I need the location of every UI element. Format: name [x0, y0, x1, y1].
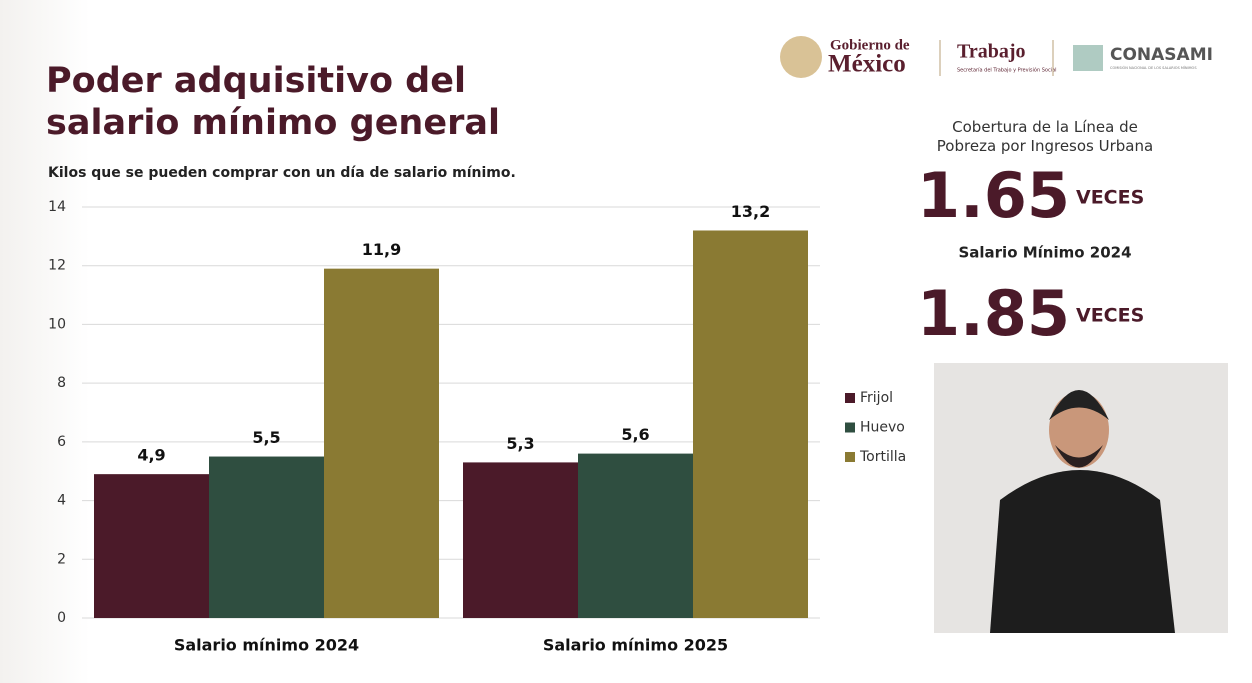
- value-label: 5,6: [621, 425, 649, 444]
- panel-heading-box: Cobertura de la Línea de Pobreza por Ing…: [936, 118, 1154, 155]
- legend-swatch: [845, 422, 855, 433]
- legend-label: Tortilla: [859, 449, 906, 465]
- y-tick-label: 6: [57, 434, 66, 450]
- logo-sub: Secretaría del Trabajo y Previsión Socia…: [957, 67, 1057, 74]
- chart-subtitle: Kilos que se pueden comprar con un día d…: [48, 165, 516, 181]
- bar: [209, 456, 324, 618]
- logo-text: Gobierno de: [830, 37, 910, 53]
- value-label: 4,9: [137, 446, 165, 465]
- person: [1055, 445, 1103, 468]
- panel-heading: Cobertura de la Línea de Pobreza por Ing…: [936, 118, 1154, 155]
- unit: VECES: [1076, 305, 1144, 327]
- bar: [94, 474, 209, 618]
- legend-swatch: [845, 393, 855, 403]
- logo-text: México: [828, 51, 906, 78]
- bar: [463, 462, 578, 618]
- x-tick-label: Salario mínimo 2024: [174, 636, 359, 655]
- y-tick-label: 0: [57, 610, 66, 626]
- person: [1049, 392, 1109, 468]
- legend-swatch: [845, 452, 855, 462]
- bar: [693, 230, 808, 618]
- value-label: 13,2: [731, 202, 770, 221]
- person: [990, 470, 1175, 633]
- bar: [578, 453, 693, 618]
- legend-label: Frijol: [860, 390, 893, 406]
- person: [1049, 390, 1109, 420]
- value-label: 11,9: [362, 240, 401, 259]
- value-label: 5,3: [506, 434, 534, 453]
- emblem: [780, 36, 822, 78]
- y-tick-label: 4: [57, 493, 66, 509]
- legend-label: Huevo: [860, 420, 905, 436]
- big-number: 1.85: [917, 277, 1070, 350]
- number-label: Salario Mínimo 2024: [958, 244, 1131, 262]
- y-tick-label: 12: [48, 258, 66, 274]
- chart-title: Poder adquisitivo del salario mínimo gen…: [46, 61, 500, 143]
- bar: [324, 268, 439, 618]
- y-tick-label: 8: [57, 375, 66, 391]
- x-tick-label: Salario mínimo 2025: [543, 636, 728, 655]
- logo-sub: COMISIÓN NACIONAL DE LOS SALARIOS MÍNIMO…: [1110, 65, 1197, 70]
- y-tick-label: 14: [48, 199, 66, 215]
- logo-text: Trabajo: [957, 41, 1026, 63]
- title-box: Poder adquisitivo del salario mínimo gen…: [46, 61, 500, 143]
- unit: VECES: [1076, 187, 1144, 209]
- y-tick-label: 10: [48, 316, 66, 332]
- value-label: 5,5: [252, 428, 280, 447]
- y-tick-label: 2: [57, 551, 66, 567]
- big-number: 1.65: [917, 159, 1070, 232]
- emblem: [1073, 45, 1103, 71]
- logo-text: CONASAMI: [1110, 45, 1213, 65]
